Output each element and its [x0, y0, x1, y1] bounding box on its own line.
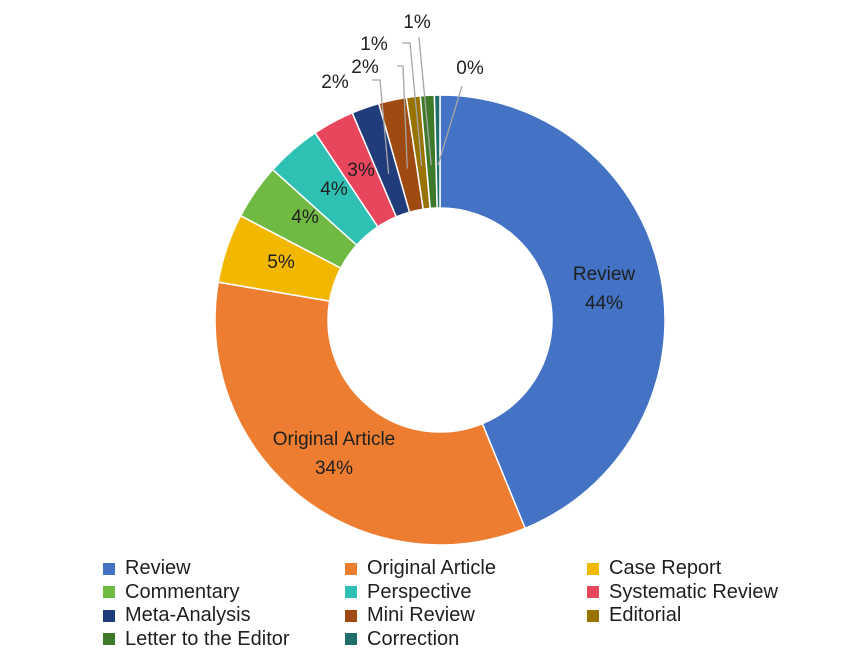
legend-item-review: Review	[103, 557, 345, 581]
legend-swatch	[587, 563, 599, 575]
legend-label: Mini Review	[367, 604, 475, 627]
legend-label: Case Report	[609, 557, 721, 580]
data-label-value-meta-analysis: 2%	[321, 72, 349, 93]
data-label-value-perspective: 4%	[320, 179, 348, 200]
legend-item-meta-analysis: Meta-Analysis	[103, 604, 345, 628]
data-label-name-original-article: Original Article	[273, 429, 396, 450]
data-label-value-letter-to-the-editor: 1%	[403, 12, 431, 33]
data-label-value-mini-review: 2%	[351, 57, 379, 78]
legend-swatch	[103, 633, 115, 645]
slice-original-article	[215, 282, 525, 545]
legend-swatch	[103, 610, 115, 622]
legend-swatch	[587, 586, 599, 598]
legend-swatch	[587, 610, 599, 622]
legend-swatch	[103, 563, 115, 575]
data-label-value-review: 44%	[585, 293, 623, 314]
data-label-value-systematic-review: 3%	[347, 160, 375, 181]
data-label-value-case-report: 5%	[267, 252, 295, 273]
legend-swatch	[345, 586, 357, 598]
legend-item-systematic-review: Systematic Review	[587, 581, 823, 605]
legend-label: Meta-Analysis	[125, 604, 251, 627]
legend-label: Perspective	[367, 581, 472, 604]
legend-item-correction: Correction	[345, 628, 587, 651]
data-label-name-review: Review	[573, 264, 636, 285]
legend: Review Original Article Case Report Comment…	[103, 557, 823, 651]
legend-label: Letter to the Editor	[125, 628, 290, 651]
legend-item-letter-to-the-editor: Letter to the Editor	[103, 628, 345, 651]
legend-label: Commentary	[125, 581, 239, 604]
legend-item-mini-review: Mini Review	[345, 604, 587, 628]
data-label-value-editorial: 1%	[360, 34, 388, 55]
legend-label: Editorial	[609, 604, 681, 627]
legend-label: Systematic Review	[609, 581, 778, 604]
data-label-value-original-article: 34%	[315, 458, 353, 479]
legend-swatch	[345, 563, 357, 575]
legend-item-original-article: Original Article	[345, 557, 587, 581]
data-label-value-commentary: 4%	[291, 207, 319, 228]
data-label-value-correction: 0%	[456, 58, 484, 79]
legend-label: Original Article	[367, 557, 496, 580]
legend-label: Correction	[367, 628, 459, 651]
legend-swatch	[345, 610, 357, 622]
legend-item-editorial: Editorial	[587, 604, 823, 628]
legend-swatch	[103, 586, 115, 598]
legend-label: Review	[125, 557, 191, 580]
legend-item-commentary: Commentary	[103, 581, 345, 605]
legend-item-case-report: Case Report	[587, 557, 823, 581]
legend-swatch	[345, 633, 357, 645]
legend-item-perspective: Perspective	[345, 581, 587, 605]
